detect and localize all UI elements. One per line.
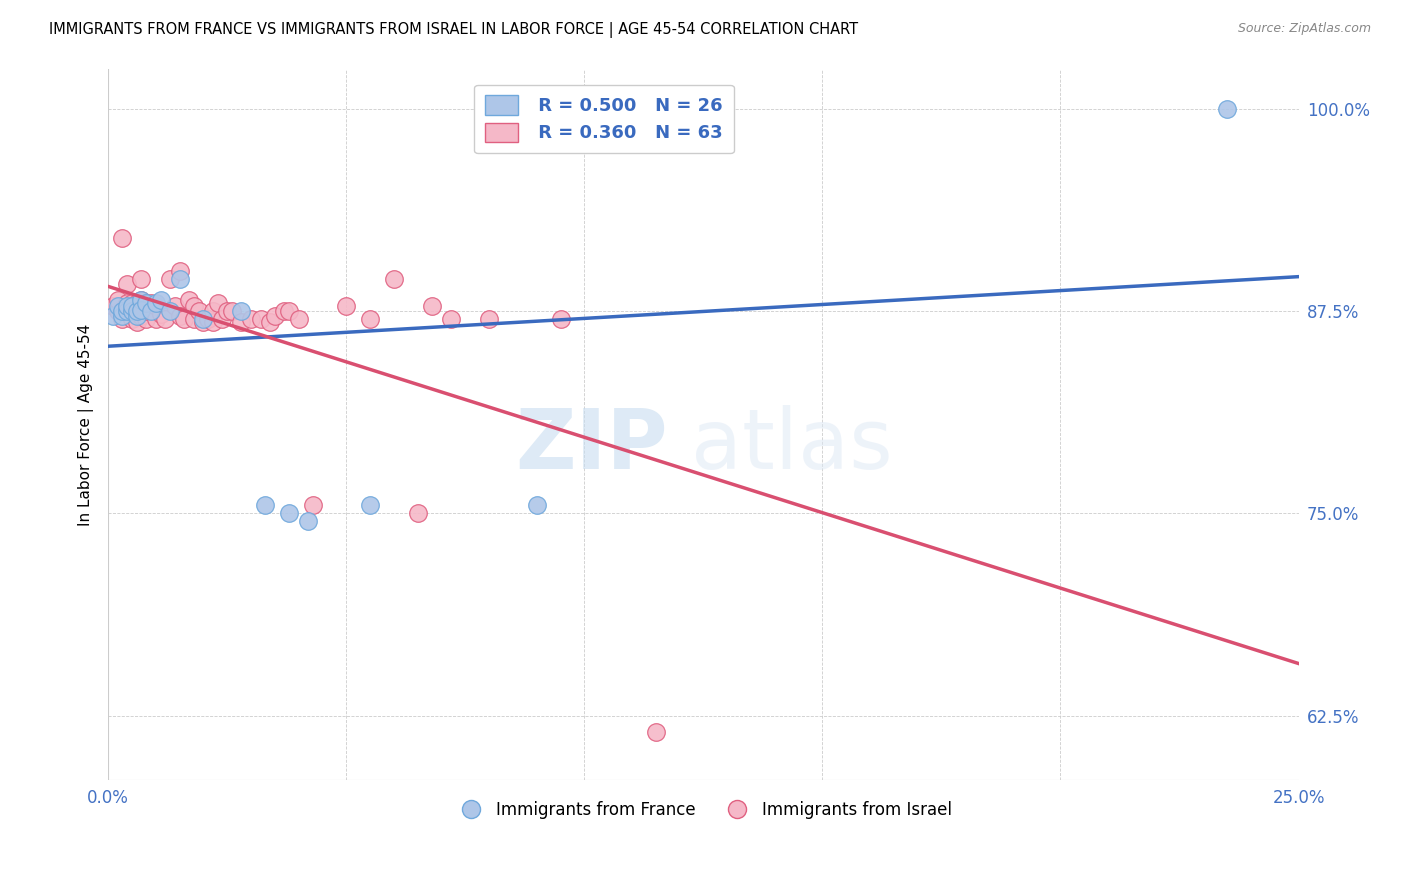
Text: IMMIGRANTS FROM FRANCE VS IMMIGRANTS FROM ISRAEL IN LABOR FORCE | AGE 45-54 CORR: IMMIGRANTS FROM FRANCE VS IMMIGRANTS FRO…	[49, 22, 858, 38]
Point	[135, 296, 157, 310]
Point	[187, 304, 209, 318]
Point	[139, 304, 162, 318]
Point	[273, 304, 295, 318]
Point	[231, 304, 253, 318]
Point	[101, 309, 124, 323]
Point	[125, 316, 148, 330]
Legend: Immigrants from France, Immigrants from Israel: Immigrants from France, Immigrants from …	[447, 794, 959, 825]
Point	[125, 304, 148, 318]
Point	[406, 507, 429, 521]
Point	[207, 296, 229, 310]
Point	[231, 316, 253, 330]
Point	[183, 312, 205, 326]
Point	[193, 316, 215, 330]
Point	[149, 307, 172, 321]
Point	[111, 304, 134, 318]
Point	[302, 498, 325, 512]
Point	[145, 312, 167, 326]
Point	[335, 299, 357, 313]
Point	[211, 312, 233, 326]
Point	[217, 304, 239, 318]
Point	[115, 304, 138, 318]
Point	[145, 299, 167, 313]
Text: ZIP: ZIP	[515, 405, 668, 486]
Point	[107, 304, 129, 318]
Point	[121, 312, 143, 326]
Point	[121, 299, 143, 313]
Point	[125, 309, 148, 323]
Point	[278, 507, 301, 521]
Point	[163, 299, 186, 313]
Point	[131, 272, 153, 286]
Point	[201, 304, 224, 318]
Point	[135, 296, 157, 310]
Point	[359, 498, 381, 512]
Point	[201, 316, 224, 330]
Point	[183, 299, 205, 313]
Point	[115, 304, 138, 318]
Point	[259, 316, 281, 330]
Point	[115, 299, 138, 313]
Point	[131, 293, 153, 307]
Point	[169, 264, 191, 278]
Point	[179, 293, 201, 307]
Point	[125, 296, 148, 310]
Point	[107, 293, 129, 307]
Point	[155, 312, 177, 326]
Point	[159, 304, 181, 318]
Point	[121, 304, 143, 318]
Point	[115, 296, 138, 310]
Point	[550, 312, 572, 326]
Point	[382, 272, 405, 286]
Point	[111, 312, 134, 326]
Point	[135, 304, 157, 318]
Point	[149, 293, 172, 307]
Point	[121, 302, 143, 317]
Point	[169, 272, 191, 286]
Point	[240, 312, 263, 326]
Point	[139, 304, 162, 318]
Point	[131, 302, 153, 317]
Point	[644, 724, 666, 739]
Point	[125, 304, 148, 318]
Text: atlas: atlas	[692, 405, 893, 486]
Point	[159, 272, 181, 286]
Y-axis label: In Labor Force | Age 45-54: In Labor Force | Age 45-54	[79, 323, 94, 525]
Point	[478, 312, 501, 326]
Point	[249, 312, 271, 326]
Text: Source: ZipAtlas.com: Source: ZipAtlas.com	[1237, 22, 1371, 36]
Point	[197, 312, 219, 326]
Point	[193, 312, 215, 326]
Point	[526, 498, 548, 512]
Point	[221, 304, 243, 318]
Point	[139, 296, 162, 310]
Point	[135, 312, 157, 326]
Point	[111, 309, 134, 323]
Point	[131, 309, 153, 323]
Point	[420, 299, 443, 313]
Point	[121, 296, 143, 310]
Point	[107, 299, 129, 313]
Point	[263, 309, 285, 323]
Point	[131, 302, 153, 317]
Point	[359, 312, 381, 326]
Point	[131, 293, 153, 307]
Point	[440, 312, 463, 326]
Point	[101, 299, 124, 313]
Point	[145, 296, 167, 310]
Point	[115, 277, 138, 291]
Point	[297, 515, 319, 529]
Point	[173, 312, 195, 326]
Point	[169, 309, 191, 323]
Point	[111, 231, 134, 245]
Point	[1216, 102, 1239, 116]
Point	[254, 498, 277, 512]
Point	[278, 304, 301, 318]
Point	[287, 312, 309, 326]
Point	[111, 304, 134, 318]
